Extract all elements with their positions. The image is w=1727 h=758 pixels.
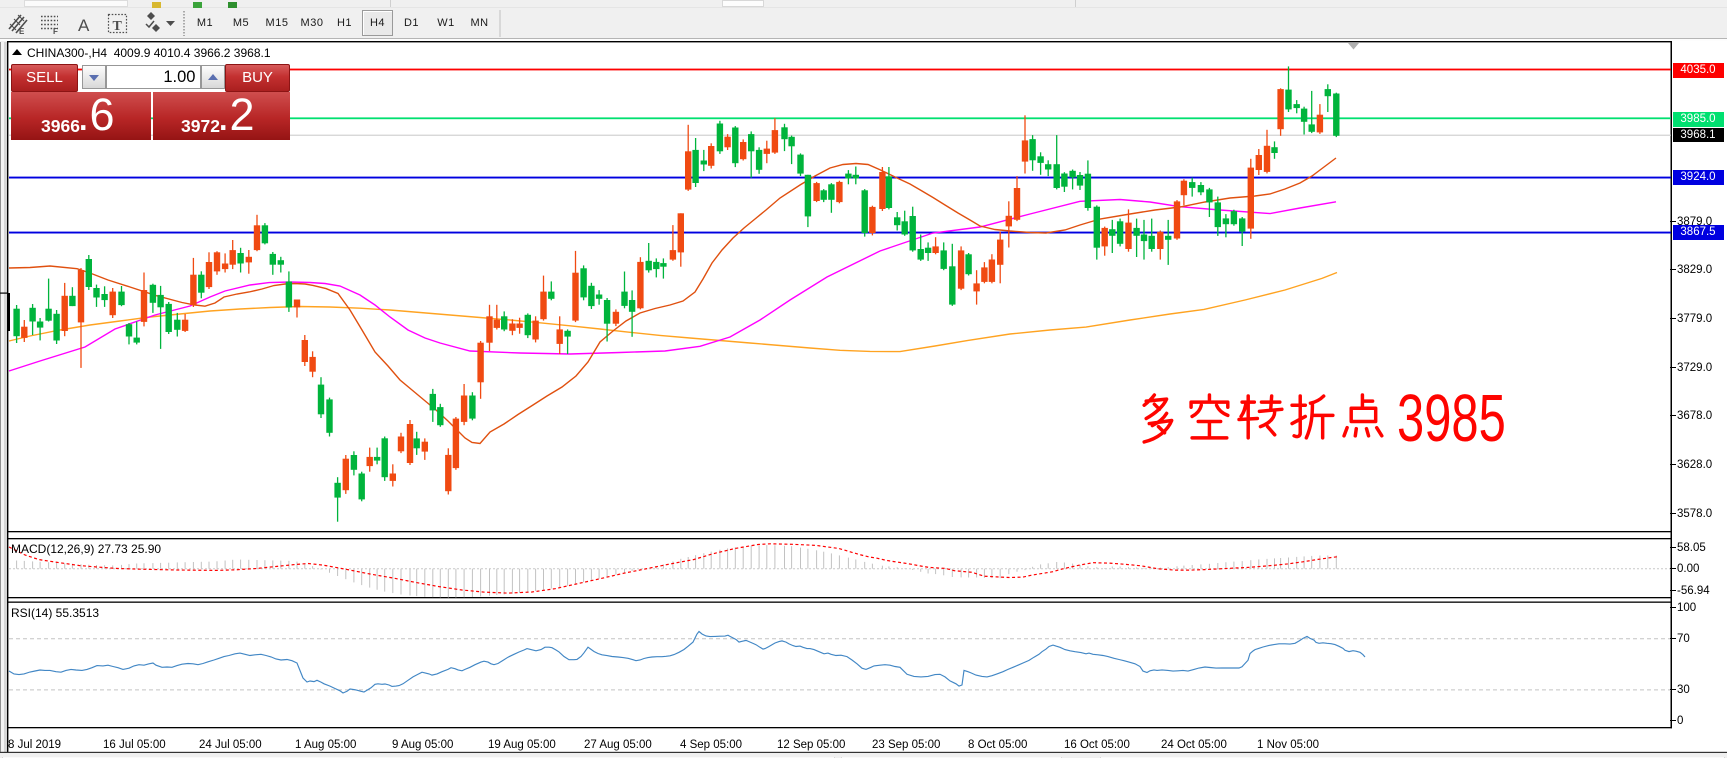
svg-text:E: E [19, 27, 25, 36]
svg-text:T: T [113, 19, 123, 34]
svg-text:3985: 3985 [1397, 382, 1506, 456]
svg-text:F: F [53, 27, 58, 36]
svg-text:A: A [78, 16, 90, 35]
